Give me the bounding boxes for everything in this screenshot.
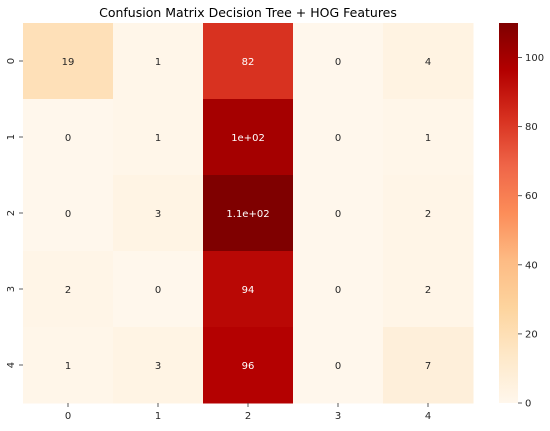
heatmap-cell-1-0 bbox=[23, 99, 114, 176]
cell-annotation-4-3: 0 bbox=[335, 361, 341, 372]
heatmap-cell-0-1 bbox=[113, 23, 204, 100]
heatmap-cell-0-0 bbox=[23, 23, 114, 100]
cell-annotation-0-2: 82 bbox=[242, 57, 255, 68]
colorbar-tick-label: 60 bbox=[525, 191, 538, 202]
cell-annotation-0-3: 0 bbox=[335, 57, 341, 68]
heatmap-cell-0-4 bbox=[383, 23, 474, 100]
heatmap-cell-3-2 bbox=[203, 251, 294, 328]
chart-title: Confusion Matrix Decision Tree + HOG Fea… bbox=[99, 5, 397, 20]
y-tick-label: 4 bbox=[6, 362, 17, 368]
heatmap-cell-4-0 bbox=[23, 327, 114, 404]
cell-annotation-2-4: 2 bbox=[425, 209, 431, 220]
cell-annotation-3-3: 0 bbox=[335, 285, 341, 296]
y-axis-ticks: 0 1 2 3 4 bbox=[6, 58, 23, 368]
cell-annotation-4-2: 96 bbox=[242, 361, 255, 372]
cell-annotation-4-1: 3 bbox=[155, 361, 161, 372]
heatmap-cell-4-3 bbox=[293, 327, 384, 404]
y-tick-label: 1 bbox=[6, 134, 17, 140]
heatmap-cell-2-1 bbox=[113, 175, 204, 252]
y-tick-label: 3 bbox=[6, 286, 17, 292]
colorbar-gradient bbox=[499, 23, 518, 403]
heatmap-cell-3-0 bbox=[23, 251, 114, 328]
heatmap-annotations: 19 1 82 0 4 0 1 1e+02 0 1 0 3 1.1e+02 0 2 2 0 94 0 2 1 3 96 0 7 bbox=[62, 57, 432, 372]
cell-annotation-1-4: 1 bbox=[425, 133, 431, 144]
x-tick-label: 0 bbox=[65, 411, 71, 422]
cell-annotation-3-0: 2 bbox=[65, 285, 71, 296]
cell-annotation-1-1: 1 bbox=[155, 133, 161, 144]
heatmap-cell-3-4 bbox=[383, 251, 474, 328]
heatmap-cell-1-3 bbox=[293, 99, 384, 176]
y-tick-label: 0 bbox=[6, 58, 17, 64]
heatmap-cell-1-1 bbox=[113, 99, 204, 176]
heatmap-cell-0-3 bbox=[293, 23, 384, 100]
cell-annotation-2-2: 1.1e+02 bbox=[226, 209, 269, 220]
cell-annotation-0-1: 1 bbox=[155, 57, 161, 68]
cell-annotation-1-2: 1e+02 bbox=[231, 133, 265, 144]
x-tick-label: 1 bbox=[155, 411, 161, 422]
cell-annotation-2-0: 0 bbox=[65, 209, 71, 220]
cell-annotation-0-4: 4 bbox=[425, 57, 431, 68]
colorbar-tick-label: 80 bbox=[525, 122, 538, 133]
cell-annotation-1-3: 0 bbox=[335, 133, 341, 144]
x-tick-label: 3 bbox=[335, 411, 341, 422]
y-tick-label: 2 bbox=[6, 210, 17, 216]
heatmap-cell-4-4 bbox=[383, 327, 474, 404]
heatmap-cell-2-2 bbox=[203, 175, 294, 252]
cell-annotation-3-4: 2 bbox=[425, 285, 431, 296]
heatmap-cell-2-0 bbox=[23, 175, 114, 252]
colorbar-tick-label: 0 bbox=[525, 399, 531, 410]
cell-annotation-0-0: 19 bbox=[62, 57, 75, 68]
colorbar-tick-label: 100 bbox=[525, 53, 544, 64]
heatmap-cell-2-3 bbox=[293, 175, 384, 252]
colorbar: 0 20 40 60 80 100 bbox=[499, 23, 544, 410]
cell-annotation-2-1: 3 bbox=[155, 209, 161, 220]
heatmap-cell-3-3 bbox=[293, 251, 384, 328]
heatmap-cells bbox=[23, 23, 474, 404]
colorbar-tick-label: 40 bbox=[525, 260, 538, 271]
cell-annotation-4-0: 1 bbox=[65, 361, 71, 372]
cell-annotation-1-0: 0 bbox=[65, 133, 71, 144]
x-tick-label: 4 bbox=[425, 411, 431, 422]
colorbar-tick-label: 20 bbox=[525, 329, 538, 340]
cell-annotation-3-2: 94 bbox=[242, 285, 255, 296]
heatmap-cell-2-4 bbox=[383, 175, 474, 252]
heatmap-cell-0-2 bbox=[203, 23, 294, 100]
heatmap-cell-4-2 bbox=[203, 327, 294, 404]
heatmap-cell-1-4 bbox=[383, 99, 474, 176]
heatmap-cell-4-1 bbox=[113, 327, 204, 404]
heatmap-cell-3-1 bbox=[113, 251, 204, 328]
heatmap-cell-1-2 bbox=[203, 99, 294, 176]
x-tick-label: 2 bbox=[245, 411, 251, 422]
x-axis-ticks: 0 1 2 3 4 bbox=[65, 403, 431, 422]
cell-annotation-3-1: 0 bbox=[155, 285, 161, 296]
colorbar-ticks: 0 20 40 60 80 100 bbox=[518, 53, 544, 410]
cell-annotation-2-3: 0 bbox=[335, 209, 341, 220]
cell-annotation-4-4: 7 bbox=[425, 361, 431, 372]
